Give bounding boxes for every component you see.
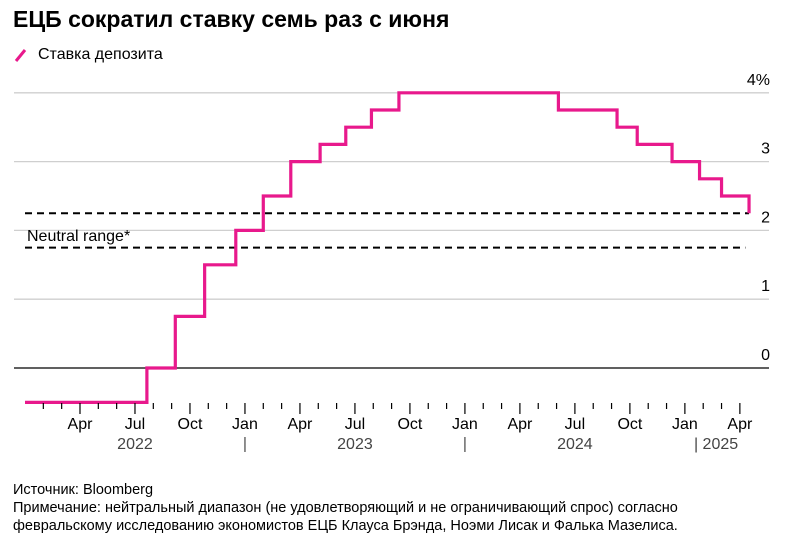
year-label: 2023	[337, 436, 373, 453]
x-tick-label: Apr	[727, 416, 753, 433]
y-tick-label: 0	[761, 347, 770, 364]
y-tick-label: 1	[761, 278, 770, 295]
y-tick-label: 2	[761, 209, 770, 226]
chart-title: ЕЦБ сократил ставку семь раз с июня	[13, 6, 450, 32]
x-tick-label: Apr	[68, 416, 94, 433]
year-label: | 2025	[694, 436, 738, 453]
x-tick-label: Jan	[452, 416, 478, 433]
chart-area: 0 1 2 3 4% Neutral range* Apr Jul Oct Jan Apr Jul Oc…	[14, 72, 770, 453]
x-tick-label: Jan	[232, 416, 258, 433]
y-tick-label: 4%	[747, 72, 770, 89]
legend: Ставка депозита	[14, 46, 163, 64]
x-tick-label: Oct	[178, 416, 203, 433]
x-tick-label: Jul	[125, 416, 145, 433]
year-label: 2022	[117, 436, 153, 453]
footnote-line-2: февральскому исследованию экономистов ЕЦ…	[13, 518, 678, 534]
year-label: 2024	[557, 436, 593, 453]
x-tick-label: Apr	[507, 416, 533, 433]
deposit-rate-line	[25, 91, 751, 404]
x-tick-label: Apr	[287, 416, 313, 433]
legend-swatch-icon	[14, 49, 27, 62]
x-tick-label: Oct	[397, 416, 422, 433]
legend-label: Ставка депозита	[38, 46, 163, 63]
x-tick-label: Jan	[672, 416, 698, 433]
x-tick-label: Jul	[345, 416, 365, 433]
x-tick-label: Jul	[565, 416, 585, 433]
x-tick-label: Oct	[617, 416, 642, 433]
y-tick-label: 3	[761, 141, 770, 158]
footnote-line-1: Примечание: нейтральный диапазон (не удо…	[13, 500, 678, 516]
source-note: Источник: Bloomberg	[13, 482, 154, 498]
neutral-range-label: Neutral range*	[27, 228, 130, 245]
